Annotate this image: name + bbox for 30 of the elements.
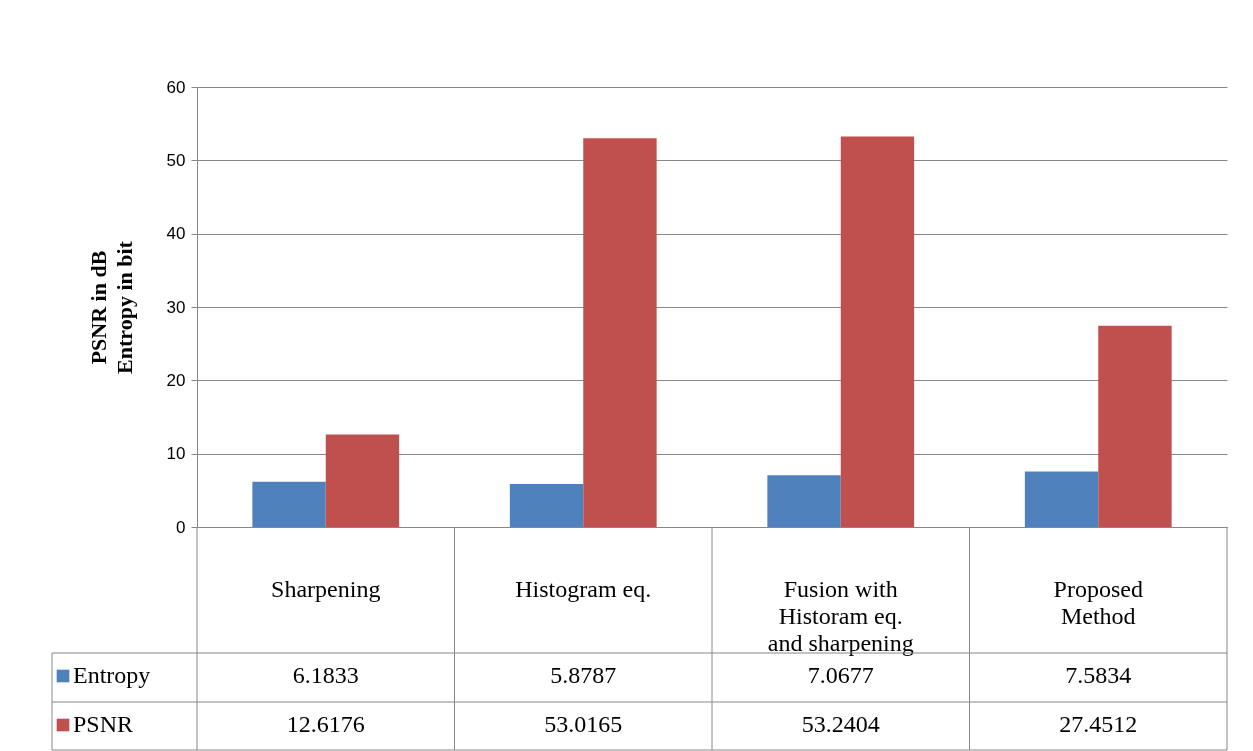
bar: [767, 475, 841, 527]
bar: [325, 434, 400, 527]
x-tick-label: Fusion with Historam eq. and sharpening: [767, 576, 914, 656]
data-label: 6.1833: [292, 662, 359, 688]
bar: [1024, 471, 1099, 527]
y-tick-label: 60: [166, 77, 186, 97]
x-tick-label: Histogram eq.: [515, 576, 652, 602]
data-label: 7.0677: [807, 662, 874, 688]
bar: [840, 136, 915, 527]
y-axis-title: PSNR in dB Entropy in bit: [85, 240, 137, 374]
data-label: 12.6176: [286, 711, 365, 737]
data-label: 27.4512: [1059, 711, 1138, 737]
bar: [509, 483, 584, 527]
y-tick-label: 0: [176, 517, 186, 537]
data-label: 7.5834: [1065, 662, 1132, 688]
x-tick-label: Sharpening: [271, 576, 381, 602]
data-label: 53.0165: [544, 711, 623, 737]
bar: [252, 481, 326, 527]
y-tick-label: 50: [166, 150, 186, 170]
y-tick-label: 40: [166, 224, 186, 244]
y-tick-label: 30: [166, 297, 186, 317]
bar: [583, 138, 657, 527]
bar: [1098, 325, 1172, 527]
legend-label: PSNR: [73, 711, 134, 737]
x-tick-label: Proposed Method: [1053, 576, 1143, 629]
y-tick-label: 20: [166, 370, 186, 390]
y-tick-label: 10: [166, 444, 186, 464]
data-label: 53.2404: [801, 711, 880, 737]
data-label: 5.8787: [550, 662, 617, 688]
legend-label: Entropy: [73, 662, 151, 688]
